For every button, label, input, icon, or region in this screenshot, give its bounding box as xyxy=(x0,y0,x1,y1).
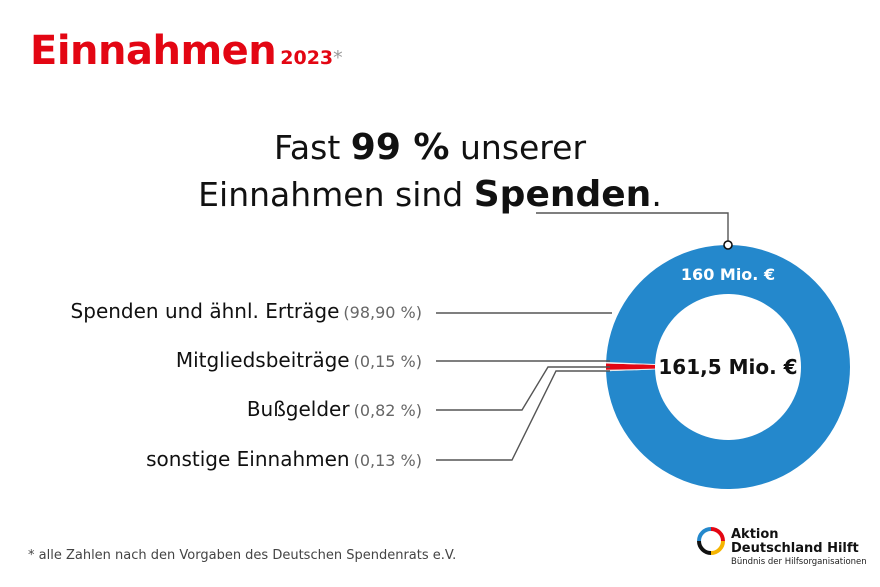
leader-dot-headline xyxy=(723,240,733,250)
logo-line-3: Bündnis der Hilfsorganisationen xyxy=(731,557,867,567)
legend-label-bussgeld: Bußgelder (0,82 %) xyxy=(247,397,422,421)
donut-slice-mitglied xyxy=(606,368,656,372)
headline-line-1: Fast 99 % unserer xyxy=(150,124,710,171)
legend-name: sonstige Einnahmen xyxy=(146,447,350,471)
logo-line-2: Deutschland Hilft xyxy=(731,541,859,556)
donut-slice-bussgeld xyxy=(606,363,656,370)
headline-einnahmen-sind: Einnahmen sind xyxy=(198,175,464,214)
headline-percent: 99 % xyxy=(350,127,450,168)
logo-swirl-icon xyxy=(697,527,725,555)
legend-label-sonstige: sonstige Einnahmen (0,13 %) xyxy=(146,447,422,471)
title-year: 2023 xyxy=(280,47,334,69)
donut-slice-sonstige xyxy=(606,362,656,365)
leader-line-headline xyxy=(536,212,729,244)
legend-name: Spenden und ähnl. Erträge xyxy=(70,299,340,323)
donut-center-total: 161,5 Mio. € xyxy=(658,355,797,379)
headline-line-2: Einnahmen sind Spenden. xyxy=(150,171,710,218)
headline-fast: Fast xyxy=(273,128,341,167)
headline-spenden: Spenden xyxy=(473,174,652,215)
legend-pct: (98,90 %) xyxy=(343,303,422,322)
page-title: Einnahmen 2023* xyxy=(30,28,343,74)
legend-label-spenden: Spenden und ähnl. Erträge (98,90 %) xyxy=(71,299,422,323)
leader-line-sonstige xyxy=(436,370,610,461)
legend-name: Mitgliedsbeiträge xyxy=(175,348,350,372)
title-main: Einnahmen xyxy=(30,28,277,74)
logo-line-1: Aktion xyxy=(731,527,779,542)
title-asterisk: * xyxy=(333,47,343,69)
headline: Fast 99 % unserer Einnahmen sind Spenden… xyxy=(150,124,710,218)
donut-slice-spenden xyxy=(606,244,850,489)
headline-unserer: unserer xyxy=(459,128,587,167)
legend-label-mitglied: Mitgliedsbeiträge (0,15 %) xyxy=(176,348,422,372)
legend-pct: (0,15 %) xyxy=(353,352,422,371)
donut-top-value: 160 Mio. € xyxy=(681,265,775,284)
legend-pct: (0,82 %) xyxy=(353,401,422,420)
footnote: * alle Zahlen nach den Vorgaben des Deut… xyxy=(28,548,457,563)
legend-pct: (0,13 %) xyxy=(353,451,422,470)
headline-period: . xyxy=(651,175,662,214)
legend-name: Bußgelder xyxy=(246,397,350,421)
leader-line-bussgeld xyxy=(436,366,610,411)
